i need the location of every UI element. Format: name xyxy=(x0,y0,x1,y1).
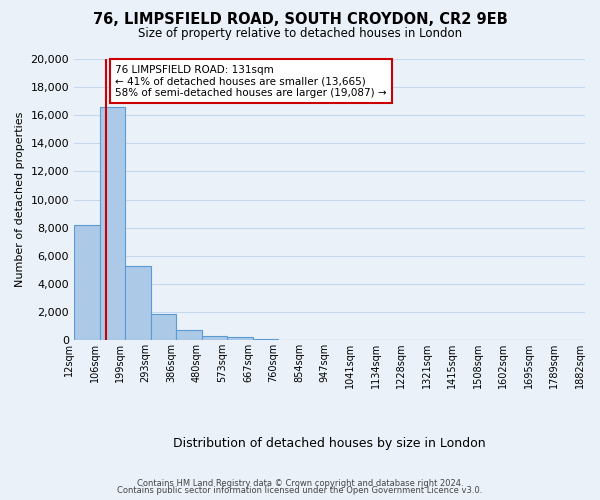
X-axis label: Distribution of detached houses by size in London: Distribution of detached houses by size … xyxy=(173,437,486,450)
Text: 76 LIMPSFIELD ROAD: 131sqm
← 41% of detached houses are smaller (13,665)
58% of : 76 LIMPSFIELD ROAD: 131sqm ← 41% of deta… xyxy=(115,64,386,98)
Text: 76, LIMPSFIELD ROAD, SOUTH CROYDON, CR2 9EB: 76, LIMPSFIELD ROAD, SOUTH CROYDON, CR2 … xyxy=(92,12,508,28)
Text: Contains public sector information licensed under the Open Government Licence v3: Contains public sector information licen… xyxy=(118,486,482,495)
Bar xyxy=(125,266,151,340)
Bar xyxy=(100,107,125,340)
Bar xyxy=(227,338,253,340)
Text: Contains HM Land Registry data © Crown copyright and database right 2024.: Contains HM Land Registry data © Crown c… xyxy=(137,478,463,488)
Bar xyxy=(253,338,278,340)
Text: Size of property relative to detached houses in London: Size of property relative to detached ho… xyxy=(138,28,462,40)
Bar xyxy=(202,336,227,340)
Bar xyxy=(176,330,202,340)
Y-axis label: Number of detached properties: Number of detached properties xyxy=(15,112,25,287)
Bar xyxy=(74,225,100,340)
Bar xyxy=(151,314,176,340)
